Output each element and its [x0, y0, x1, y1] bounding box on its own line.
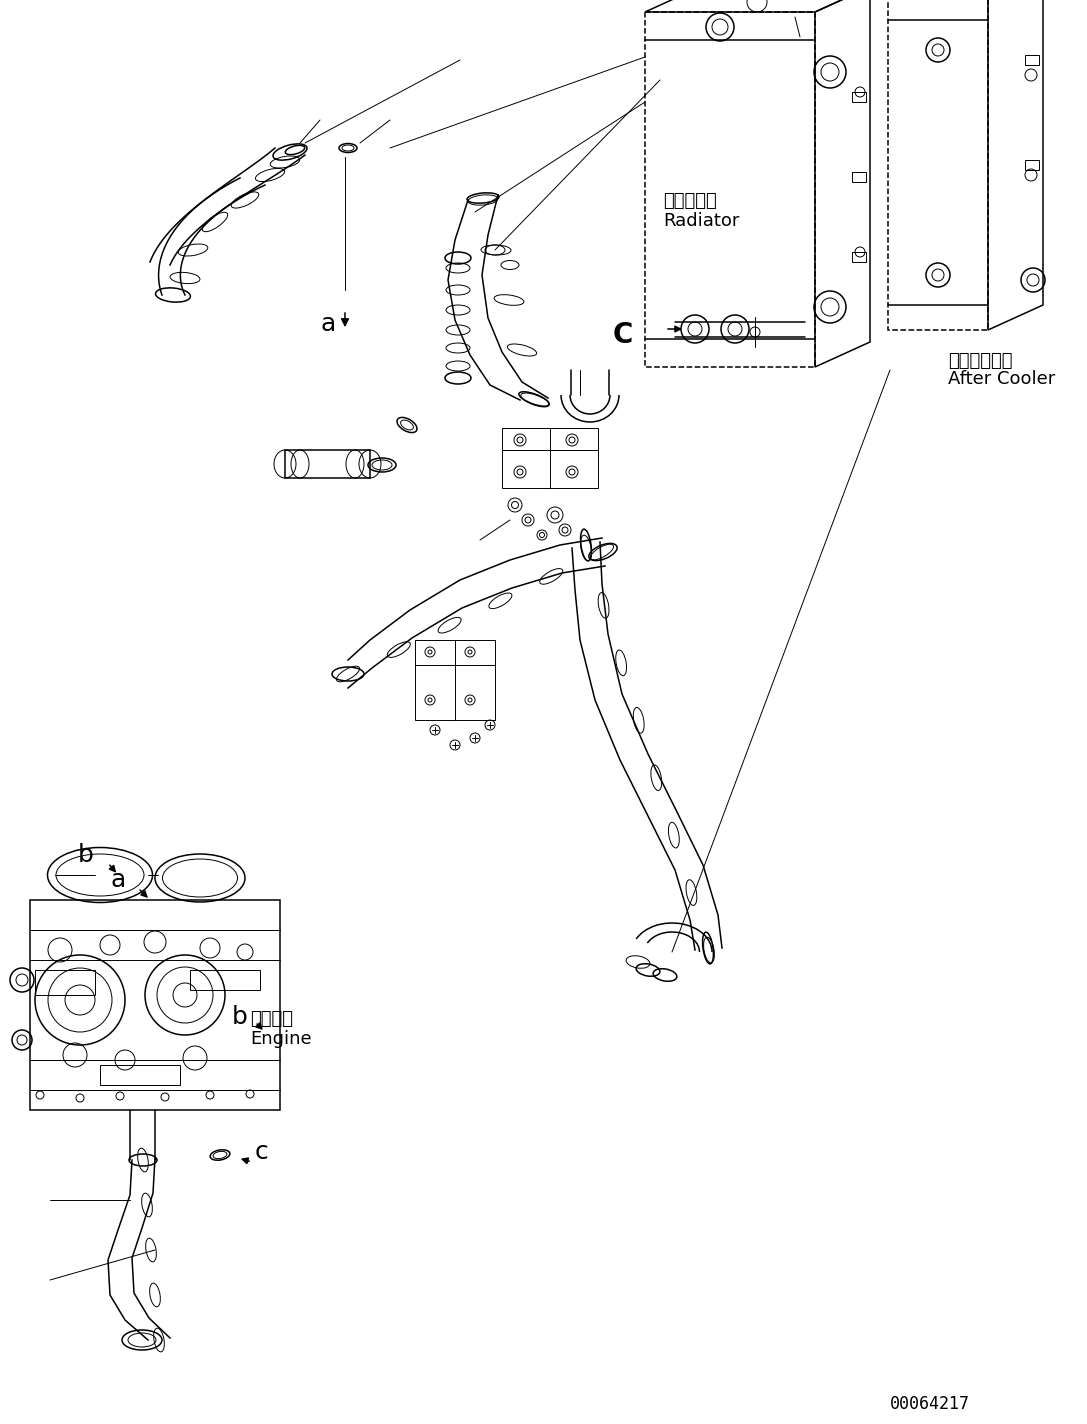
Bar — [852, 172, 866, 182]
Bar — [888, 0, 988, 330]
Text: Radiator: Radiator — [663, 212, 739, 231]
Text: エンジン: エンジン — [250, 1010, 293, 1028]
Text: b: b — [232, 1005, 248, 1030]
Text: a: a — [110, 869, 125, 891]
Bar — [852, 93, 866, 103]
Text: c: c — [255, 1141, 268, 1163]
Text: C: C — [613, 320, 634, 349]
Bar — [35, 970, 95, 995]
Text: a: a — [320, 312, 335, 336]
Text: アフタクーラ: アフタクーラ — [948, 352, 1012, 370]
Bar — [1025, 56, 1039, 66]
Text: Engine: Engine — [250, 1030, 312, 1048]
Bar — [645, 11, 815, 367]
Bar — [100, 1065, 180, 1085]
Bar — [852, 252, 866, 262]
Bar — [285, 450, 370, 478]
Text: 00064217: 00064217 — [890, 1396, 970, 1413]
Text: ラジエータ: ラジエータ — [663, 192, 716, 209]
Text: b: b — [78, 843, 93, 867]
Bar — [190, 970, 260, 990]
Bar — [1025, 159, 1039, 169]
Text: After Cooler: After Cooler — [948, 370, 1055, 387]
